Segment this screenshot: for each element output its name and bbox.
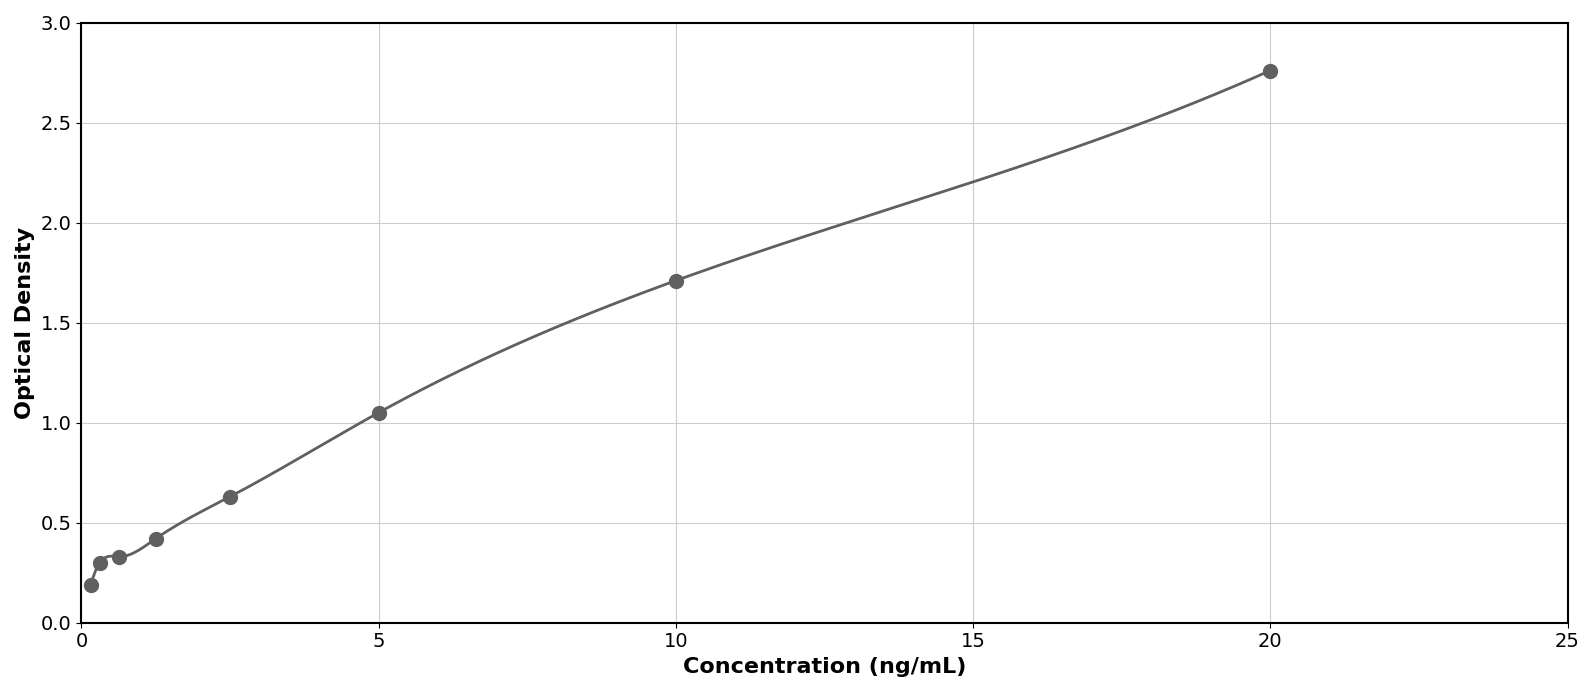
Y-axis label: Optical Density: Optical Density <box>14 226 35 419</box>
X-axis label: Concentration (ng/mL): Concentration (ng/mL) <box>683 657 967 677</box>
